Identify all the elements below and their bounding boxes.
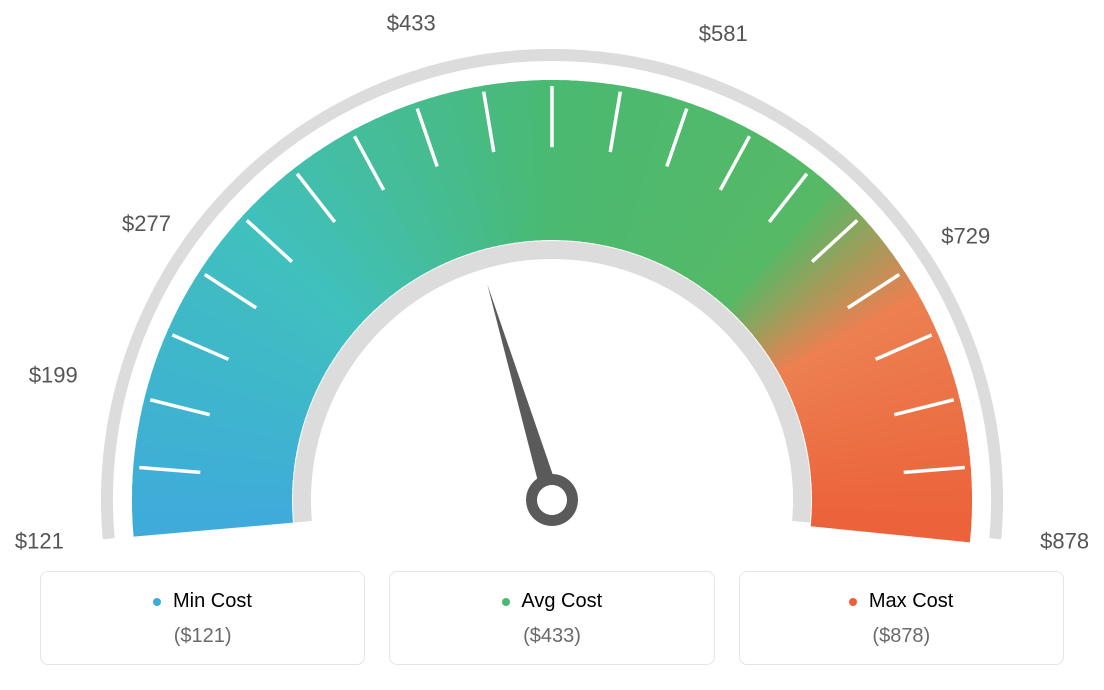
- legend-label-avg: Avg Cost: [400, 590, 703, 613]
- gauge-label: $277: [122, 211, 171, 236]
- gauge-svg: $121 $199 $277 $433 $581 $729 $878: [0, 0, 1104, 560]
- gauge-needle: [487, 284, 560, 502]
- legend-label-text-avg: Avg Cost: [521, 590, 602, 612]
- legend-label-text-min: Min Cost: [173, 590, 252, 612]
- legend-value-min: ($121): [51, 625, 354, 648]
- gauge-label: $878: [1040, 529, 1089, 554]
- legend-card-max: Max Cost ($878): [739, 571, 1064, 665]
- gauge-label: $433: [387, 11, 436, 36]
- legend-row: Min Cost ($121) Avg Cost ($433) Max Cost…: [40, 571, 1064, 665]
- legend-dot-min: [153, 598, 161, 606]
- gauge-label: $121: [15, 529, 64, 554]
- gauge-label: $729: [941, 223, 990, 248]
- legend-value-avg: ($433): [400, 625, 703, 648]
- legend-label-max: Max Cost: [750, 590, 1053, 613]
- gauge-needle-hub-hole: [537, 485, 567, 515]
- legend-value-max: ($878): [750, 625, 1053, 648]
- legend-card-avg: Avg Cost ($433): [389, 571, 714, 665]
- cost-gauge-chart: $121 $199 $277 $433 $581 $729 $878: [0, 0, 1104, 560]
- legend-label-text-max: Max Cost: [869, 590, 953, 612]
- legend-dot-max: [849, 598, 857, 606]
- legend-label-min: Min Cost: [51, 590, 354, 613]
- gauge-label: $581: [699, 21, 748, 46]
- legend-dot-avg: [502, 598, 510, 606]
- legend-card-min: Min Cost ($121): [40, 571, 365, 665]
- gauge-label: $199: [29, 363, 78, 388]
